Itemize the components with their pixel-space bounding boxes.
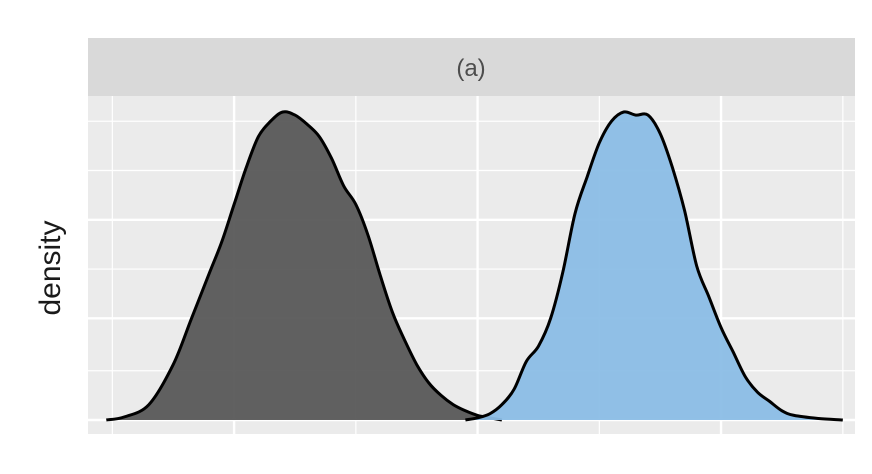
density-outline-1 <box>106 110 503 422</box>
y-axis-label: density <box>34 220 67 315</box>
density-area-2 <box>465 111 843 420</box>
density-series-layer <box>106 110 843 422</box>
facet-label: (a) <box>456 55 485 82</box>
density-area-1 <box>106 111 502 421</box>
density-outline-2 <box>465 110 843 422</box>
strip-background <box>88 38 855 96</box>
